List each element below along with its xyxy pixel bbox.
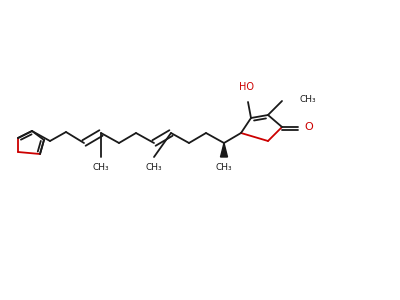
Text: CH₃: CH₃ bbox=[300, 95, 317, 104]
Polygon shape bbox=[220, 143, 228, 157]
Text: CH₃: CH₃ bbox=[216, 163, 232, 172]
Text: HO: HO bbox=[238, 82, 254, 92]
Text: O: O bbox=[304, 122, 313, 132]
Text: CH₃: CH₃ bbox=[93, 163, 109, 172]
Text: CH₃: CH₃ bbox=[146, 163, 162, 172]
